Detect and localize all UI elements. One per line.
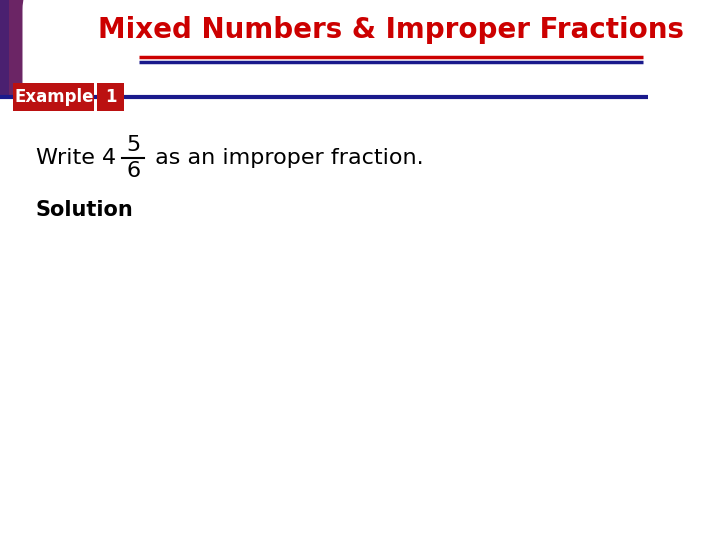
Text: 6: 6 [126,161,140,181]
Bar [81,0,117,100]
Bar [14,83,94,111]
Text: Mixed Numbers & Improper Fractions: Mixed Numbers & Improper Fractions [99,16,685,44]
Bar [0,0,9,100]
Bar [45,0,81,100]
Bar [0,95,180,145]
Bar [117,0,153,100]
Text: Example: Example [14,88,94,106]
Bar [9,0,45,100]
Text: as an improper fraction.: as an improper fraction. [148,148,424,168]
Text: 1: 1 [105,88,117,106]
Text: 5: 5 [126,135,140,155]
FancyBboxPatch shape [22,0,220,155]
Text: Solution: Solution [36,200,134,220]
Text: Write 4: Write 4 [36,148,116,168]
Bar [97,83,124,111]
